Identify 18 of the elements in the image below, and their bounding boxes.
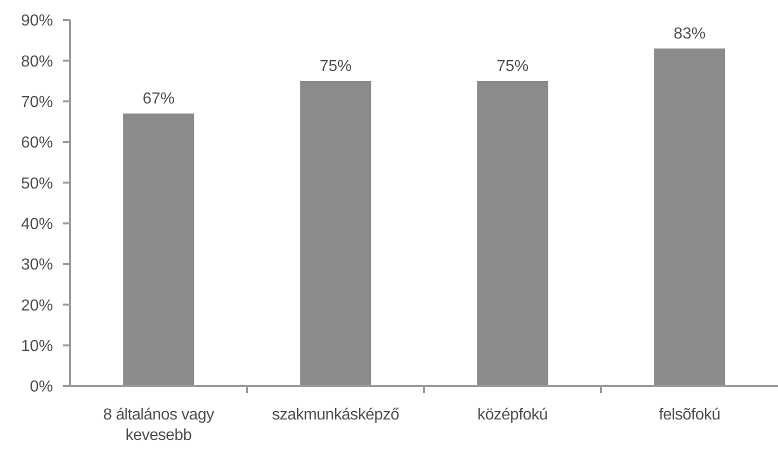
y-tick-label: 60% [20, 134, 53, 152]
y-tick-label: 40% [20, 216, 53, 234]
y-tick-label: 70% [20, 94, 53, 112]
x-tick-label: 8 általános vagy kevesebb [103, 406, 214, 444]
y-tick-label: 20% [20, 297, 53, 314]
x-tick-label: felsõfokú [658, 406, 720, 424]
data-label: 67% [142, 90, 175, 108]
y-tick-label: 90% [20, 12, 53, 30]
y-tick-label: 0% [30, 378, 53, 396]
y-tick-label: 10% [20, 338, 53, 356]
data-label: 75% [320, 58, 352, 75]
x-tick-label: középfokú [477, 406, 548, 424]
y-tick-label: 50% [20, 175, 53, 192]
y-tick-label: 30% [20, 256, 53, 274]
data-label: 83% [674, 25, 706, 42]
y-tick-label: 80% [20, 53, 53, 70]
data-label: 75% [496, 58, 529, 75]
x-tick-label: szakmunkásképző [272, 406, 400, 424]
